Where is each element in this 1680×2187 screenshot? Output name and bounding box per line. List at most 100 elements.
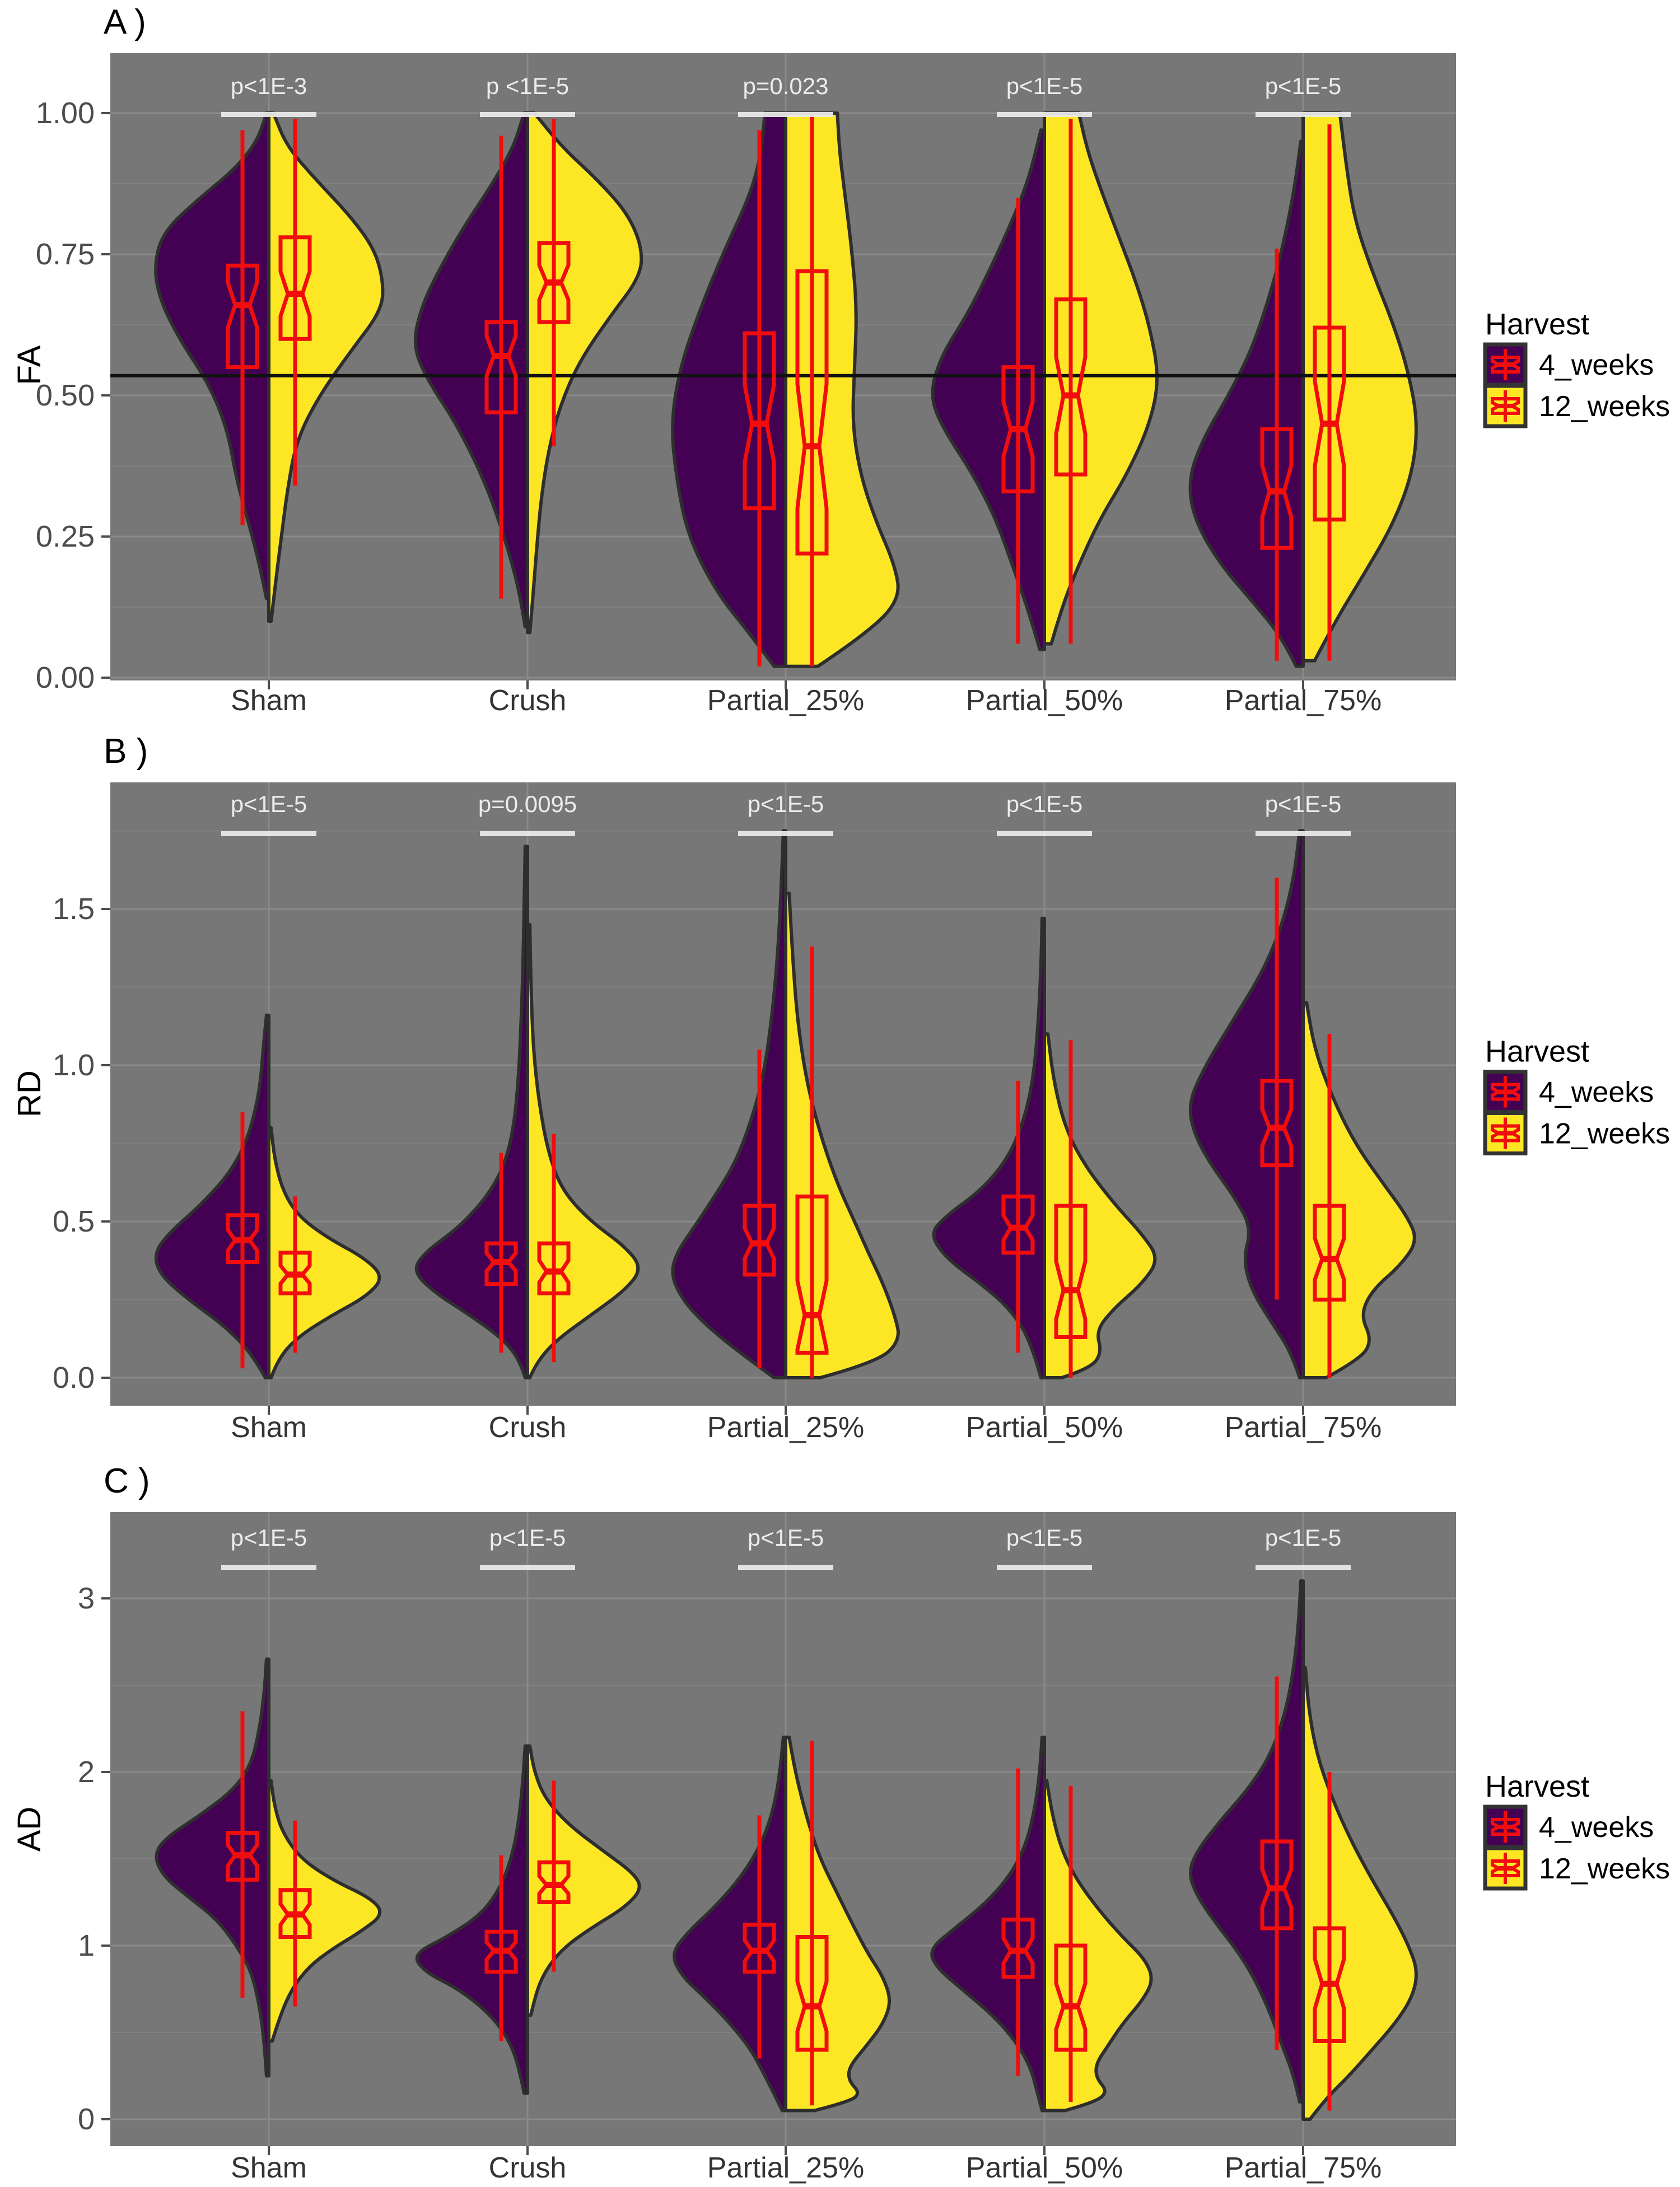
legend-label-4_weeks: 4_weeks (1539, 1076, 1654, 1109)
x-axis-label-Partial_25%: Partial_25% (707, 684, 864, 717)
p-value-underline (997, 831, 1092, 836)
x-axis-label-Sham: Sham (231, 1411, 307, 1444)
p-value-label: p<1E-5 (1006, 1524, 1083, 1551)
x-axis-label-Sham: Sham (231, 684, 307, 717)
notched-box-Partial_25%-12_weeks (795, 1194, 829, 1355)
y-tick-label: 0.50 (36, 379, 95, 412)
p-value-underline (997, 112, 1092, 117)
notched-box-Partial_25%-4_weeks (743, 1204, 776, 1277)
notched-box-Partial_50%-12_weeks (1054, 1204, 1088, 1339)
violin-Sham-4_weeks (155, 1657, 270, 2078)
legend-label-4_weeks: 4_weeks (1539, 1811, 1654, 1844)
notched-box-Sham-12_weeks (278, 235, 312, 341)
notched-box-Sham-4_weeks (226, 263, 259, 370)
panel-rd: p<1E-5 p=0.0095 p<1E-5 p<1E-5 p<1E-5 0.0 0.5 1.… (11, 732, 1670, 1444)
p-value-underline (997, 1565, 1092, 1570)
y-tick-label: 0.5 (53, 1205, 95, 1238)
notched-box-Sham-4_weeks (226, 1213, 259, 1264)
y-tick-label: 2 (78, 1755, 95, 1789)
legend-label-12_weeks: 12_weeks (1539, 390, 1670, 423)
y-tick-label: 1 (78, 1929, 95, 1962)
p-value-label: p<1E-5 (748, 1524, 824, 1551)
x-axis-label-Crush: Crush (489, 2152, 567, 2184)
p-value-underline (1256, 1565, 1351, 1570)
p-value-label: p<1E-5 (1265, 791, 1342, 817)
p-value-underline (1256, 112, 1351, 117)
p-value-label: p<1E-5 (489, 1524, 566, 1551)
p-value-underline (1256, 831, 1351, 836)
notched-box-Partial_25%-12_weeks (795, 1935, 829, 2052)
legend-title: Harvest (1485, 1035, 1589, 1069)
p-value-label: p<1E-3 (231, 73, 307, 99)
p-value-underline (221, 1565, 316, 1570)
p-value-label: p<1E-5 (1006, 791, 1083, 817)
p-value-label: p<1E-5 (231, 1524, 307, 1551)
legend-title: Harvest (1485, 307, 1589, 341)
x-axis-label-Partial_75%: Partial_75% (1225, 684, 1382, 717)
notched-box-Partial_50%-12_weeks (1054, 1943, 1088, 2052)
p-value-label: p=0.023 (743, 73, 829, 99)
legend-key-box (1491, 1859, 1520, 1877)
p-value-underline (221, 112, 316, 117)
p-value-label: p=0.0095 (478, 791, 577, 817)
notched-box-Crush-4_weeks (484, 320, 518, 414)
p-value-label: p<1E-5 (1006, 73, 1083, 99)
notched-box-Partial_25%-12_weeks (795, 269, 829, 556)
violin-Sham-12_weeks (267, 111, 385, 623)
legend-label-4_weeks: 4_weeks (1539, 349, 1654, 381)
notched-box-Partial_50%-4_weeks (1001, 1918, 1035, 1979)
notched-box-Sham-4_weeks (226, 1831, 259, 1882)
notched-box-Partial_50%-12_weeks (1054, 297, 1088, 477)
legend-ad: Harvest 4_weeks 12_weeks (1483, 1770, 1670, 1891)
x-axis-label-Partial_75%: Partial_75% (1225, 1411, 1382, 1444)
y-axis-title-AD: AD (11, 1807, 48, 1852)
y-axis-title-FA: FA (11, 345, 48, 385)
legend-label-12_weeks: 12_weeks (1539, 1118, 1670, 1150)
notched-box-Partial_75%-4_weeks (1260, 1079, 1294, 1168)
legend-fa: Harvest 4_weeks 12_weeks (1483, 307, 1670, 428)
notched-box-Partial_75%-12_weeks (1313, 1926, 1346, 2043)
x-axis-label-Partial_75%: Partial_75% (1225, 2152, 1382, 2184)
p-value-label: p<1E-5 (1265, 73, 1342, 99)
legend-key-box (1491, 1083, 1520, 1101)
notched-box-Sham-12_weeks (278, 1888, 312, 1939)
notched-box-Crush-12_weeks (537, 241, 571, 324)
notched-box-Crush-4_weeks (484, 1241, 518, 1286)
y-tick-label: 1.0 (53, 1048, 95, 1082)
notched-box-Partial_75%-4_weeks (1260, 427, 1294, 550)
notched-box-Crush-12_weeks (537, 1241, 571, 1295)
notched-box-Partial_50%-4_weeks (1001, 1194, 1035, 1255)
legend-key-box (1491, 356, 1520, 374)
notched-box-Partial_75%-12_weeks (1313, 1204, 1346, 1302)
x-axis-label-Partial_50%: Partial_50% (966, 1411, 1123, 1444)
panel-fa: p<1E-3 p <1E-5 p=0.023 p<1E-5 p<1E-5 0.00 0.25… (11, 3, 1670, 717)
y-tick-label: 3 (78, 1582, 95, 1615)
y-tick-label: 0.0 (53, 1361, 95, 1395)
p-value-label: p<1E-5 (231, 791, 307, 817)
x-axis-label-Crush: Crush (489, 1411, 567, 1444)
notched-box-Partial_75%-4_weeks (1260, 1839, 1294, 1930)
p-value-underline (738, 1565, 833, 1570)
y-tick-label: 1.5 (53, 892, 95, 926)
y-tick-label: 0 (78, 2102, 95, 2136)
legend-key-box (1491, 397, 1520, 415)
p-value-underline (480, 1565, 575, 1570)
p-value-underline (738, 831, 833, 836)
y-tick-label: 0.75 (36, 237, 95, 271)
notched-box-Partial_50%-4_weeks (1001, 365, 1035, 493)
panel-title: C ) (104, 1462, 150, 1500)
p-value-label: p<1E-5 (748, 791, 824, 817)
notched-box-Sham-12_weeks (278, 1251, 312, 1295)
legend-rd: Harvest 4_weeks 12_weeks (1483, 1035, 1670, 1155)
legend-title: Harvest (1485, 1770, 1589, 1803)
x-axis-label-Partial_50%: Partial_50% (966, 2152, 1123, 2184)
legend-key-box (1491, 1124, 1520, 1143)
p-value-underline (738, 112, 833, 117)
x-axis-label-Partial_50%: Partial_50% (966, 684, 1123, 717)
y-tick-label: 0.00 (36, 661, 95, 694)
notched-box-Partial_75%-12_weeks (1313, 325, 1346, 522)
notched-box-Crush-12_weeks (537, 1860, 571, 1904)
x-axis-label-Partial_25%: Partial_25% (707, 2152, 864, 2184)
